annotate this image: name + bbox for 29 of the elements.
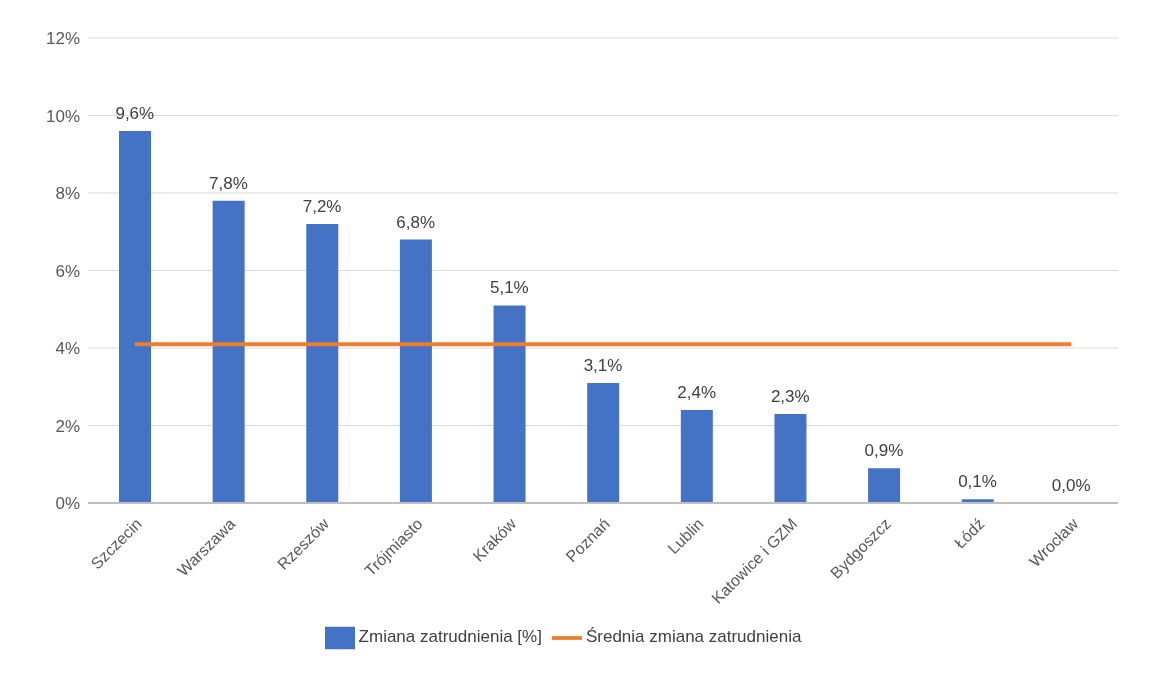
y-tick-label: 4% — [55, 339, 80, 359]
y-tick-label: 2% — [55, 416, 80, 436]
legend-label: Średnia zmiana zatrudnienia — [585, 627, 802, 647]
data-label: 6,8% — [396, 212, 436, 232]
y-tick-label: 0% — [55, 494, 80, 514]
data-label: 2,4% — [677, 383, 717, 402]
bar — [774, 413, 807, 503]
data-label: 5,1% — [489, 278, 529, 298]
y-tick-label: 8% — [55, 184, 80, 204]
bar — [399, 239, 432, 503]
bar — [306, 224, 339, 503]
bar — [493, 305, 526, 503]
bar — [119, 131, 151, 503]
legend-label: Zmiana zatrudnienia [%] — [358, 627, 542, 647]
data-label: 0,9% — [864, 441, 904, 461]
bar — [868, 468, 901, 503]
y-tick-label: 6% — [55, 261, 80, 281]
data-label: 3,1% — [583, 355, 623, 375]
bar — [680, 410, 713, 503]
data-label: 0,1% — [958, 472, 997, 492]
bar — [212, 200, 245, 503]
data-label: 7,8% — [209, 173, 248, 193]
data-label: 9,6% — [115, 104, 155, 123]
data-label: 7,2% — [302, 197, 342, 216]
y-tick-label: 10% — [45, 106, 80, 126]
data-label: 0,0% — [1051, 476, 1091, 495]
data-label: 2,3% — [770, 386, 810, 406]
y-tick-label: 12% — [45, 29, 80, 49]
bar — [587, 382, 620, 503]
